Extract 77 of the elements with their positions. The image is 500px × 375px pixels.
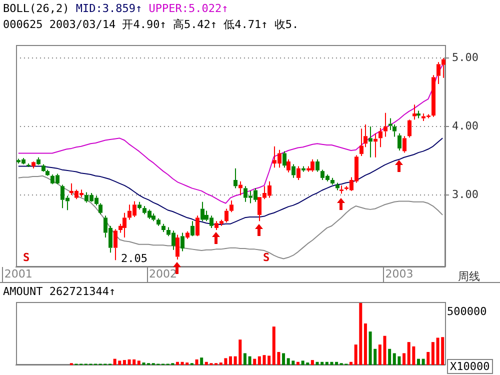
candlestick <box>378 127 382 148</box>
chart-title: BOLL(26,2) <box>3 2 70 15</box>
bar <box>310 360 314 365</box>
bar <box>248 356 252 365</box>
bar <box>137 360 140 365</box>
bar <box>350 362 353 365</box>
chart-subtitle: 000625 2003/03/14 开4.90↑ 高5.42↑ 低4.71↑ 收5. <box>3 17 299 32</box>
text: X10000 <box>447 359 493 374</box>
candlestick <box>432 74 436 118</box>
x-tick-label: 2001 <box>4 267 32 280</box>
bar <box>388 348 392 365</box>
bar <box>200 358 204 365</box>
bar <box>122 360 126 365</box>
bar <box>176 362 179 365</box>
candlestick <box>234 168 238 189</box>
candlestick <box>302 166 306 172</box>
y-tick-label: 5.00 <box>452 50 478 64</box>
bar <box>431 342 434 365</box>
candlestick <box>296 166 300 180</box>
bar <box>243 353 246 365</box>
chart-title: AMOUNT 262721344↑ <box>3 285 116 298</box>
candlestick <box>340 184 344 194</box>
candlestick <box>368 126 372 158</box>
candlestick <box>306 166 310 172</box>
bar <box>268 356 271 365</box>
candlestick <box>186 230 190 240</box>
x-tick-label: 2002 <box>149 267 178 280</box>
text: 周线 <box>458 269 480 284</box>
candlestick <box>180 232 184 252</box>
candlestick <box>412 104 416 120</box>
candlestick <box>200 201 204 222</box>
candlestick <box>384 112 388 138</box>
bar <box>402 353 406 365</box>
candlestick <box>224 208 228 223</box>
candlestick <box>310 158 314 172</box>
candlestick <box>360 128 364 156</box>
candlestick <box>282 150 286 168</box>
candlestick <box>408 120 412 138</box>
annotation: 2.05 <box>121 252 148 265</box>
candlestick <box>292 164 296 178</box>
candlestick <box>286 158 290 173</box>
text: MID:3.859↑ <box>74 2 142 15</box>
bar <box>364 323 367 365</box>
candlestick <box>416 110 420 119</box>
bar <box>253 358 256 365</box>
candlestick <box>196 215 200 236</box>
candlestick <box>162 223 166 233</box>
candlestick <box>330 177 334 186</box>
text: UPPER:5.022↑ <box>148 2 228 15</box>
candlestick <box>122 212 126 238</box>
annotation: S <box>263 251 270 264</box>
candlestick <box>316 158 320 172</box>
annotation: S <box>23 251 30 264</box>
candlestick <box>230 200 234 213</box>
bar <box>282 353 286 365</box>
bar <box>296 362 300 365</box>
bar <box>422 358 425 365</box>
y-tick-label: 4.00 <box>452 119 478 132</box>
candlestick <box>402 136 406 154</box>
bar <box>426 352 430 365</box>
candlestick <box>138 201 142 210</box>
candlestick <box>152 213 156 222</box>
bar <box>335 362 338 365</box>
candlestick <box>398 132 402 152</box>
candlestick <box>374 132 378 158</box>
candlestick <box>176 234 180 260</box>
candlestick <box>114 228 118 261</box>
bar <box>195 359 198 365</box>
bar <box>229 356 232 365</box>
x-tick-label: 2003 <box>385 267 414 280</box>
candlestick <box>156 218 160 226</box>
text: 500000 <box>447 305 487 318</box>
candlestick <box>36 156 40 164</box>
bar <box>416 358 420 365</box>
y-tick-label: 3.00 <box>452 188 478 201</box>
candlestick <box>32 162 36 169</box>
candlestick <box>26 163 30 168</box>
